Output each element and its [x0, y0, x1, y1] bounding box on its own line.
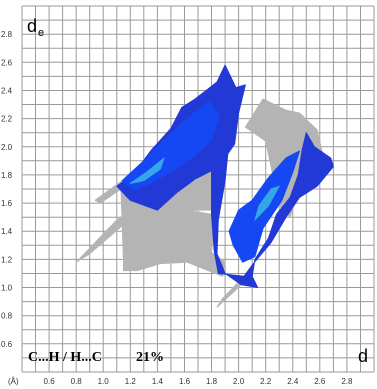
c-h-contacts-region: [129, 157, 165, 184]
x-tick-label: 1.8: [206, 377, 218, 386]
contact-percent: 21%: [136, 350, 164, 365]
y-tick-label: 1.0: [1, 284, 13, 293]
x-tick-label: 1.2: [125, 377, 137, 386]
x-axis-unit: (Å): [8, 377, 19, 386]
contact-label: C...H / H...C: [28, 350, 102, 365]
x-tick-label: 2.8: [341, 377, 353, 386]
y-axis-label: d e: [27, 16, 44, 39]
fingerprint-regions: [75, 64, 334, 308]
full-fingerprint-region: [75, 209, 131, 263]
y-tick-label: 1.4: [1, 227, 13, 236]
x-axis-label: d: [358, 346, 368, 366]
x-tick-label: 1.4: [152, 377, 164, 386]
full-fingerprint-region: [94, 180, 123, 204]
y-tick-label: 2.0: [1, 143, 13, 152]
y-tick-label: 2.2: [1, 115, 13, 124]
x-tick-label: 2.6: [314, 377, 326, 386]
x-tick-label: 2.4: [287, 377, 299, 386]
y-tick-label: 1.6: [1, 199, 13, 208]
y-axis-label-main: d: [27, 16, 37, 36]
y-tick-label: 2.4: [1, 87, 13, 96]
y-tick-label: 1.2: [1, 255, 13, 264]
x-tick-label: 0.8: [71, 377, 83, 386]
y-tick-label: 2.8: [1, 30, 13, 39]
y-tick-label: 1.8: [1, 171, 13, 180]
y-tick-label: 2.6: [1, 58, 13, 67]
c-h-contacts-region: [254, 185, 280, 221]
y-tick-label: 0.6: [1, 340, 13, 349]
x-tick-label: 1.6: [179, 377, 191, 386]
y-axis-label-sub: e: [38, 27, 44, 39]
x-tick-label: 2.0: [233, 377, 245, 386]
y-tick-label: 0.8: [1, 312, 13, 321]
tick-labels: 0.6 0.8 1.0 1.2 1.4 1.6 1.8 2.0 2.2 2.4 2.6 2.8 0.6 0…: [1, 30, 353, 386]
x-tick-label: 1.0: [98, 377, 110, 386]
c-h-contacts-region: [116, 64, 334, 288]
x-tick-label: 0.6: [44, 377, 56, 386]
x-tick-label: 2.2: [260, 377, 272, 386]
c-h-contacts-region: [121, 101, 221, 190]
